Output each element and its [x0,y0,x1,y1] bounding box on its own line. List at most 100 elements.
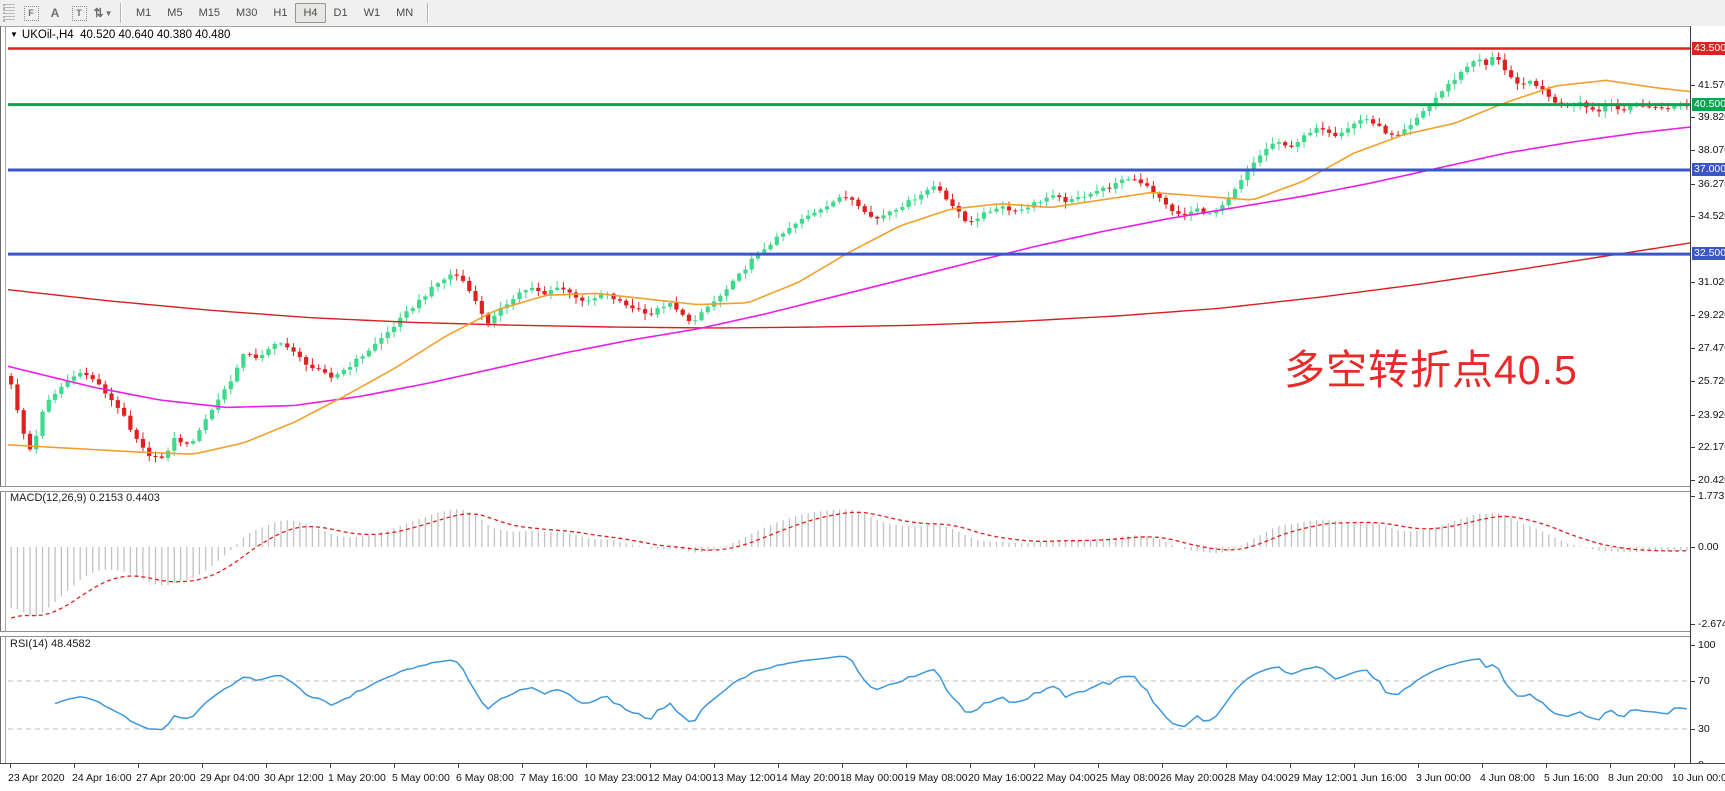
price-level-badge: 43.500 [1692,41,1725,55]
time-tick-mark [1034,764,1035,768]
time-tick-mark [330,764,331,768]
time-tick-label: 20 May 16:00 [968,772,1032,784]
timeframe-button-m5[interactable]: M5 [159,3,190,23]
price-tick-mark [1691,414,1695,416]
timeframe-bar: M1 M5 M15 M30 H1 H4 D1 W1 MN [128,3,421,23]
price-tick-label: 31.020 [1698,275,1725,288]
chart-grid-icon[interactable]: F [20,3,42,23]
price-tick-label: 38.070 [1698,144,1725,157]
text-label-icon[interactable]: A [50,6,60,20]
time-tick-mark [1098,764,1099,768]
time-tick-label: 26 May 20:00 [1160,772,1224,784]
rsi-tick-label: 70 [1698,675,1710,687]
price-tick-mark [1691,315,1695,317]
price-tick-label: 27.470 [1698,342,1725,355]
time-axis[interactable]: 23 Apr 2020 24 Apr 16:00 27 Apr 20:00 29 Ap… [0,763,1725,791]
toolbar-separator [120,3,122,23]
annotation-text: 多空转折点40.5 [1284,347,1578,393]
time-tick-mark [1226,764,1227,768]
time-tick-mark [778,764,779,768]
panel-splitter-macd[interactable] [0,486,1725,492]
text-box-icon[interactable]: T [68,3,90,23]
chart-surface[interactable]: ▼ UKOil-,H4 40.520 40.640 40.380 40.480 多… [0,26,1725,791]
time-tick-label: 10 Jun 00:00 [1672,772,1725,784]
time-tick-mark [1162,764,1163,768]
time-tick-label: 3 Jun 00:00 [1416,772,1471,784]
panel-splitter-rsi[interactable] [0,631,1725,637]
symbol-dropdown-icon[interactable]: ▼ [10,30,18,39]
time-tick-mark [1610,764,1611,768]
price-tick-mark [1691,447,1695,449]
time-tick-label: 24 Apr 16:00 [72,772,132,784]
macd-tick-mark [1691,495,1695,497]
rsi-tick-label: 100 [1698,639,1716,651]
time-tick-mark [714,764,715,768]
time-tick-mark [970,764,971,768]
rsi-tick-mark [1691,729,1695,730]
chart-title: ▼ UKOil-,H4 40.520 40.640 40.380 40.480 [10,29,230,41]
time-tick-mark [458,764,459,768]
time-tick-label: 5 Jun 16:00 [1544,772,1599,784]
price-tick-mark [1691,150,1695,152]
time-tick-label: 25 May 08:00 [1096,772,1160,784]
time-tick-label: 10 May 23:00 [584,772,648,784]
time-tick-label: 1 Jun 16:00 [1352,772,1407,784]
timeframe-button-m1[interactable]: M1 [128,3,159,23]
window-frame-line [0,26,1,791]
price-tick-mark [1691,281,1695,283]
time-tick-label: 19 May 08:00 [904,772,968,784]
time-tick-label: 29 Apr 04:00 [200,772,260,784]
time-tick-mark [1354,764,1355,768]
arrange-arrows-icon[interactable]: ⇅ ▼ [92,3,114,23]
dropdown-caret-icon[interactable]: ▼ [104,8,113,18]
time-tick-mark [10,764,11,768]
price-level-badge: 40.500 [1692,97,1725,111]
price-tick-label: 34.520 [1698,210,1725,223]
price-tick-label: 39.820 [1698,111,1725,124]
macd-tick-mark [1691,547,1695,548]
price-tick-mark [1691,84,1695,86]
macd-tick-label: 1.773 [1698,489,1725,502]
rsi-tick-label: 30 [1698,723,1710,735]
rsi-tick-mark [1691,645,1695,646]
price-tick-mark [1691,216,1695,218]
timeframe-button-d1[interactable]: D1 [326,3,356,23]
text-box-icon-glyph: T [71,5,87,21]
time-tick-label: 7 May 16:00 [520,772,578,784]
timeframe-button-w1[interactable]: W1 [356,3,389,23]
time-tick-label: 12 May 04:00 [648,772,712,784]
time-tick-label: 14 May 20:00 [776,772,840,784]
price-tick-label: 25.720 [1698,374,1725,387]
time-tick-mark [650,764,651,768]
price-tick-mark [1691,183,1695,185]
timeframe-button-mn[interactable]: MN [388,3,421,23]
time-tick-label: 23 Apr 2020 [8,772,65,784]
price-tick-label: 36.270 [1698,177,1725,190]
toolbar-drag-handle[interactable] [3,4,15,22]
symbol-name: UKOil-,H4 [21,29,74,41]
time-tick-label: 4 Jun 08:00 [1480,772,1535,784]
time-tick-label: 28 May 04:00 [1224,772,1288,784]
price-tick-mark [1691,348,1695,350]
time-tick-mark [842,764,843,768]
chart-canvas [7,47,1691,731]
price-tick-label: 29.220 [1698,309,1725,322]
time-tick-mark [906,764,907,768]
time-tick-mark [74,764,75,768]
price-tick-label: 23.920 [1698,408,1725,421]
price-axis[interactable]: 41.570 39.820 38.070 36.270 34.520 31.020 29.2… [1690,26,1725,771]
time-tick-label: 1 May 20:00 [328,772,386,784]
timeframe-button-h4[interactable]: H4 [295,3,326,23]
arrange-arrows-glyph: ⇅ [93,6,104,20]
toolbar-separator [427,3,430,23]
time-tick-mark [1546,764,1547,768]
time-tick-mark [522,764,523,768]
timeframe-button-h1[interactable]: H1 [265,3,295,23]
time-tick-label: 29 May 12:00 [1288,772,1352,784]
chart-grid-icon-glyph: F [23,5,39,21]
time-tick-mark [1674,764,1675,768]
timeframe-button-m15[interactable]: M15 [191,3,228,23]
time-tick-label: 18 May 00:00 [840,772,904,784]
timeframe-button-m30[interactable]: M30 [228,3,265,23]
